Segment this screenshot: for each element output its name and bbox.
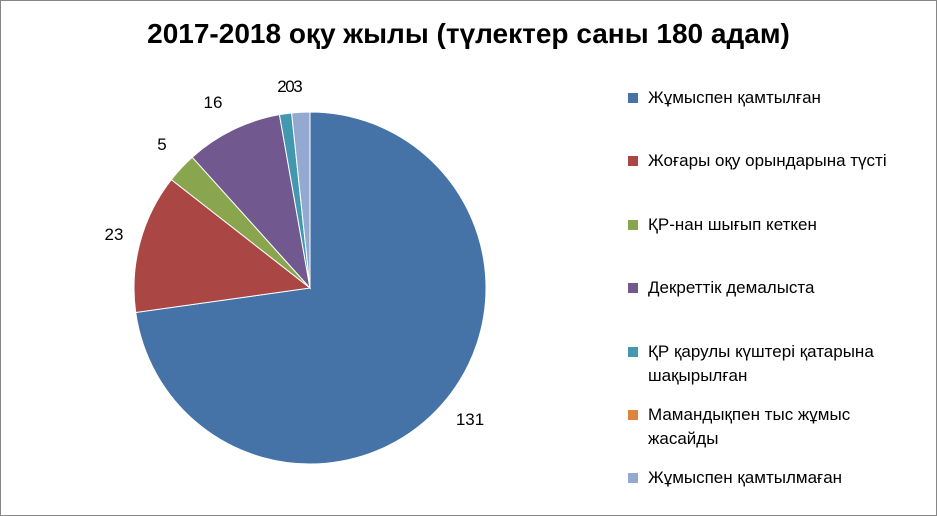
legend-swatch [628,410,638,420]
legend-swatch [628,220,638,230]
pie-slice [291,111,311,289]
legend-label: Мамандықпен тыс жұмыс жасайды [648,405,851,448]
legend-swatch [628,347,638,357]
data-label: 23 [105,225,124,244]
legend-label: ҚР-нан шығып кеткен [648,215,817,234]
pie-slice [191,114,311,290]
chart-title: 2017-2018 оқу жылы (түлектер саны 180 ад… [147,18,790,49]
legend-label: Жұмыспен қамтылған [648,88,821,107]
legend-label: ҚР қарулы күштері қатарына шақырылған [648,342,874,385]
data-label: 3 [293,77,302,96]
legend-label: Декреттік демалыста [648,278,815,297]
legend-label: Жоғары оқу орындарына түсті [648,151,887,170]
pie-slice [135,111,487,465]
legend-swatch [628,473,638,483]
data-label: 2 [277,77,286,96]
data-label: 131 [456,410,484,429]
data-label: 0 [285,77,294,96]
legend-label: Жұмыспен қамтылмаған [648,468,843,487]
legend-swatch [628,156,638,166]
pie-slice [133,178,312,314]
legend-swatch [628,93,638,103]
legend-swatch [628,283,638,293]
data-label: 5 [157,135,166,154]
data-label: 16 [204,93,223,112]
